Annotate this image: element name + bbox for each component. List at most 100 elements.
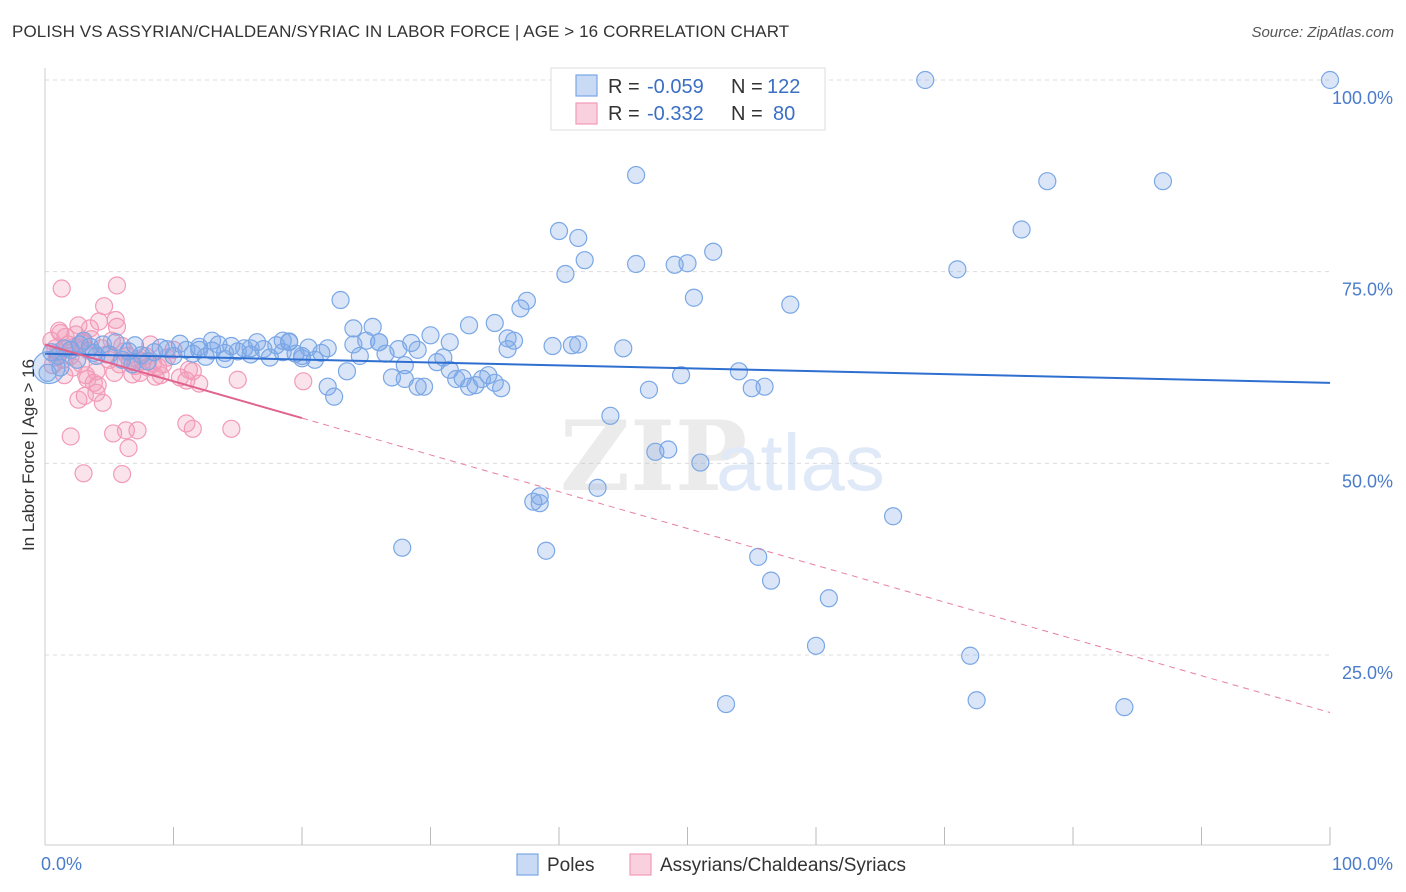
chart-title: POLISH VS ASSYRIAN/CHALDEAN/SYRIAC IN LA… [12,22,790,41]
legend-n-label-2: N = [731,103,763,125]
poles-point [543,336,562,356]
assyrians-point [78,369,97,389]
assyrians-point [52,279,71,298]
assyrians-point [112,464,132,484]
legend-n-label-1: N = [731,76,763,98]
poles-point [517,291,536,310]
poles-point [363,317,382,336]
series-assyrians-points [42,276,313,484]
legend-r-value-2: -0.332 [647,103,704,125]
poles-point [498,340,517,359]
poles-point [530,494,549,513]
poles-point [883,507,903,526]
poles-point [961,646,980,665]
poles-point [459,316,479,335]
poles-trend-line [44,352,1331,384]
assyrians-point [183,419,202,438]
poles-point [684,288,704,307]
poles-point [916,70,935,90]
poles-point [318,339,337,358]
poles-point [190,340,209,359]
legend-box: R = -0.059 N = 122 R = -0.332 N = 80 [550,67,826,131]
bottom-legend-label-poles: Poles [547,855,595,876]
poles-point [1012,220,1031,239]
assyrians-point [87,383,106,402]
poles-point [549,221,569,241]
poles-point [393,538,412,557]
poles-point [318,377,337,396]
poles-point [331,290,350,310]
poles-point [312,343,331,363]
series-poles-points [32,70,1340,717]
poles-point-large [32,350,66,385]
poles-point [704,242,723,261]
watermark-atlas: atlas [716,418,885,507]
poles-point [626,165,646,185]
x-tick-labels: 0.0% 100.0% [41,854,1393,874]
poles-point [659,440,678,459]
assyrians-point [128,421,147,440]
assyrians-point [93,393,112,412]
poles-point [556,264,575,284]
poles-point [626,254,646,274]
poles-point [414,377,434,396]
legend-swatch-poles [575,74,598,97]
assyrians-point [95,297,114,316]
poles-point [601,406,620,425]
poles-point [273,331,292,350]
poles-point [588,478,607,497]
source-label: Source: ZipAtlas.com [1251,24,1394,41]
poles-point [967,691,986,710]
poles-point [280,333,299,352]
poles-point [459,377,479,396]
y-tick-label: 100.0% [1332,88,1393,108]
y-tick-label: 25.0% [1342,663,1393,683]
legend-r-value-1: -0.059 [647,76,704,98]
assyrians-point [50,321,69,340]
x-tick-label: 100.0% [1332,854,1393,874]
poles-point [530,487,549,506]
poles-point [729,362,749,381]
poles-point [1038,172,1057,191]
legend-n-value-2: 80 [773,103,795,125]
poles-point [639,380,659,399]
y-tick-labels: 25.0% 50.0% 75.0% 100.0% [1332,88,1393,683]
poles-point [485,313,504,333]
bottom-legend: Poles Assyrians/Chaldeans/Syriacs [516,853,906,876]
poles-point [395,369,414,389]
poles-point [691,453,710,472]
trend-lines [44,343,1331,713]
assyrians-point [228,370,247,389]
poles-point [125,336,145,355]
poles-point [537,541,556,560]
legend-r-label-2: R = [608,103,640,125]
x-tick-label: 0.0% [41,854,82,874]
assyrians-point [107,317,127,336]
poles-point [716,694,736,714]
poles-point [569,335,588,354]
poles-point [106,333,125,352]
poles-point [402,333,421,353]
assyrians-point [74,464,93,483]
assyrians-point [106,310,125,330]
poles-point [337,362,357,381]
assyrians-point [222,419,241,438]
poles-point [761,571,781,590]
poles-point [325,387,344,406]
poles-point [421,326,440,345]
legend-r-label-1: R = [608,76,640,98]
assyrians-point [88,376,107,395]
assyrians-trend-line [44,343,303,420]
poles-point [344,319,363,338]
y-tick-label: 50.0% [1342,471,1393,491]
poles-point [440,333,459,352]
poles-point [408,340,427,359]
bottom-legend-swatch-poles [516,853,539,876]
poles-point [202,331,222,350]
bottom-legend-label-assyrians: Assyrians/Chaldeans/Syriacs [660,855,906,876]
poles-point [440,360,459,379]
poles-point [671,366,691,385]
assyrians-point [119,438,138,458]
poles-point [215,349,234,369]
